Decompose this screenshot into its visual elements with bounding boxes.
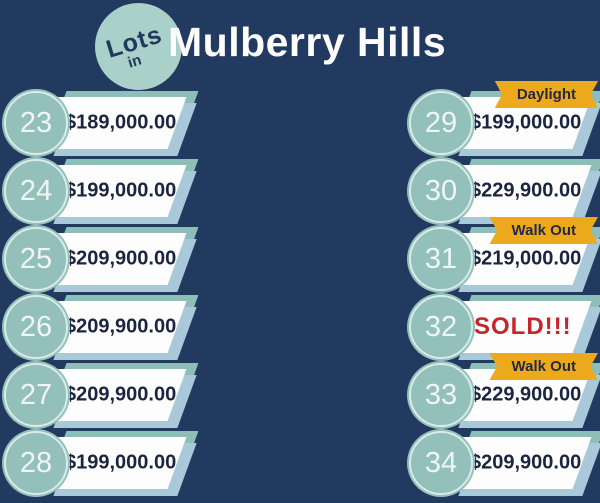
lot-number: 31 xyxy=(424,242,458,275)
lot-row-34: $209,900.00 34 xyxy=(407,429,600,497)
feature-badge-daylight: Daylight xyxy=(494,81,598,108)
lots-in-circle-badge: Lots in xyxy=(95,3,182,90)
lot-price: $219,000.00 xyxy=(470,247,582,270)
lot-number-circle: 30 xyxy=(407,157,475,225)
sold-label: SOLD!!! xyxy=(474,313,572,340)
lot-row-32: SOLD!!! 32 xyxy=(407,293,600,361)
lot-number: 24 xyxy=(19,174,53,207)
lot-number: 23 xyxy=(19,106,53,139)
lot-row-33: $229,900.00 Walk Out 33 xyxy=(407,353,600,429)
lot-number: 26 xyxy=(19,310,53,343)
lot-banner: $219,000.00 xyxy=(410,227,600,292)
lot-price: $209,900.00 xyxy=(65,315,177,338)
lot-number-circle: 33 xyxy=(407,361,475,429)
lot-banner: SOLD!!! xyxy=(410,295,600,360)
feature-badge-walkout: Walk Out xyxy=(489,217,598,244)
lot-banner: $229,900.00 xyxy=(410,159,600,224)
lot-number-circle: 27 xyxy=(2,361,70,429)
lot-number: 30 xyxy=(424,174,458,207)
lot-number-circle: 32 xyxy=(407,293,475,361)
feature-badge-walkout: Walk Out xyxy=(489,353,598,380)
lot-price: $199,000.00 xyxy=(470,111,582,134)
lot-number-circle: 25 xyxy=(2,225,70,293)
lot-banner: $209,900.00 xyxy=(5,363,199,428)
lot-price: $209,900.00 xyxy=(65,247,177,270)
lot-banner: $209,900.00 xyxy=(5,295,199,360)
lot-price: $229,900.00 xyxy=(470,179,582,202)
lot-banner: $229,900.00 xyxy=(410,363,600,428)
lot-number: 32 xyxy=(424,310,458,343)
lot-price: $199,000.00 xyxy=(65,179,177,202)
lot-number-circle: 23 xyxy=(2,89,70,157)
lot-row-25: $209,900.00 25 xyxy=(2,225,199,293)
lot-banner: $199,000.00 xyxy=(5,159,199,224)
lot-number-circle: 31 xyxy=(407,225,475,293)
page-title: Mulberry Hills xyxy=(168,19,447,65)
lot-number-circle: 26 xyxy=(2,293,70,361)
lot-price: $229,900.00 xyxy=(470,383,582,406)
lot-row-24: $199,000.00 24 xyxy=(2,157,199,225)
lot-number: 29 xyxy=(424,106,458,139)
lot-banner: $199,000.00 xyxy=(410,91,600,156)
right-column: $199,000.00 Daylight 29 $229,900.00 30 xyxy=(407,81,600,503)
lot-number: 33 xyxy=(424,378,458,411)
lot-number-circle: 29 xyxy=(407,89,475,157)
lot-banner: $189,000.00 xyxy=(5,91,199,156)
lot-row-31: $219,000.00 Walk Out 31 xyxy=(407,217,600,293)
lot-row-28: $199,000.00 28 xyxy=(2,429,199,497)
lot-number: 34 xyxy=(424,446,458,479)
lot-price: $199,000.00 xyxy=(65,451,177,474)
lot-row-30: $229,900.00 30 xyxy=(407,157,600,225)
lot-banner: $209,900.00 xyxy=(410,431,600,496)
lot-number-circle: 24 xyxy=(2,157,70,225)
lot-banner: $209,900.00 xyxy=(5,227,199,292)
lot-row-27: $209,900.00 27 xyxy=(2,361,199,429)
lot-price: $209,900.00 xyxy=(470,451,582,474)
lot-number-circle: 28 xyxy=(2,429,70,497)
lot-number: 27 xyxy=(19,378,53,411)
lot-number: 28 xyxy=(19,446,53,479)
lot-row-23: $189,000.00 23 xyxy=(2,89,199,157)
lot-row-29: $199,000.00 Daylight 29 xyxy=(407,81,600,157)
lot-number-circle: 34 xyxy=(407,429,475,497)
lot-number: 25 xyxy=(19,242,53,275)
left-column: $189,000.00 23 $199,000.00 24 $209,9 xyxy=(2,89,199,503)
lot-banner: $199,000.00 xyxy=(5,431,199,496)
lot-price: $209,900.00 xyxy=(65,383,177,406)
lot-row-26: $209,900.00 26 xyxy=(2,293,199,361)
lot-price: $189,000.00 xyxy=(65,111,177,134)
